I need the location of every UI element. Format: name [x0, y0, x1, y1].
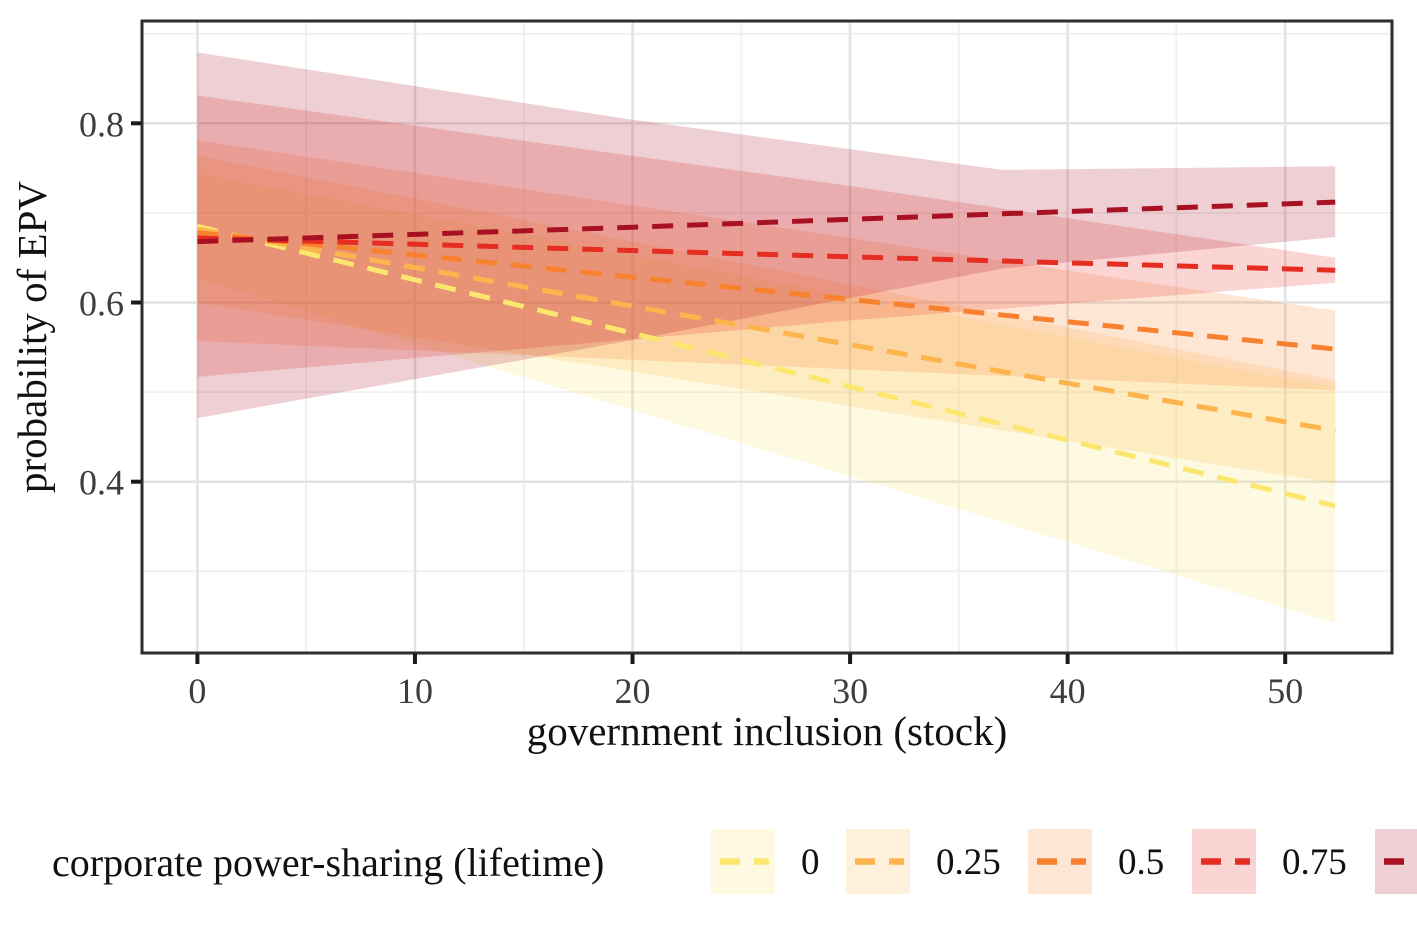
y-tick-label: 0.4 [79, 463, 124, 503]
panel-border [140, 19, 1394, 655]
x-tick-label: 50 [1267, 671, 1303, 711]
ribbon-0 [197, 173, 1336, 624]
x-tick-label: 10 [397, 671, 433, 711]
legend-keys: 0 0.25 0.5 0.75 [711, 829, 1417, 894]
ribbon-0.75 [197, 95, 1336, 377]
trend-lines [196, 199, 1336, 509]
axis-tick-labels: 0 10 20 30 40 50 0.4 0.6 0.8 [79, 104, 1303, 711]
x-tick-label: 20 [615, 671, 651, 711]
grid-minor-lines [142, 21, 1392, 653]
trend-line-0.5 [197, 230, 1336, 352]
legend-key-label: 0.5 [1118, 842, 1164, 883]
legend-title: corporate power-sharing (lifetime) [52, 840, 604, 885]
legend: corporate power-sharing (lifetime) 0 0.25… [52, 829, 1417, 894]
y-axis-title: probability of EPV [9, 181, 55, 493]
trend-line-0 [196, 223, 1336, 509]
ribbon-last [197, 52, 1336, 419]
trend-line-0.75 [197, 235, 1336, 273]
x-tick-label: 30 [832, 671, 868, 711]
legend-key-label: 0.25 [936, 842, 1001, 883]
x-tick-label: 40 [1050, 671, 1086, 711]
legend-key-label: 0.75 [1282, 842, 1347, 883]
legend-key-label: 0 [801, 842, 820, 883]
plot-panel [142, 21, 1392, 653]
ribbon-0.5 [197, 140, 1336, 391]
confidence-ribbons [197, 52, 1336, 624]
x-tick-label: 0 [188, 671, 206, 711]
legend-entry-cut [1375, 829, 1417, 894]
grid-major-lines [142, 21, 1392, 653]
legend-entry-0: 0 [711, 829, 820, 894]
axis-ticks [131, 121, 1288, 664]
y-tick-label: 0.6 [79, 284, 124, 324]
legend-entry-0.75: 0.75 [1192, 829, 1347, 894]
y-tick-label: 0.8 [79, 104, 124, 144]
legend-entry-0.25: 0.25 [846, 829, 1001, 894]
legend-entry-0.5: 0.5 [1028, 829, 1164, 894]
trend-line-0.25 [196, 226, 1336, 434]
ribbon-0.25 [197, 155, 1336, 484]
x-axis-title: government inclusion (stock) [527, 708, 1008, 754]
trend-line-last [197, 199, 1336, 245]
